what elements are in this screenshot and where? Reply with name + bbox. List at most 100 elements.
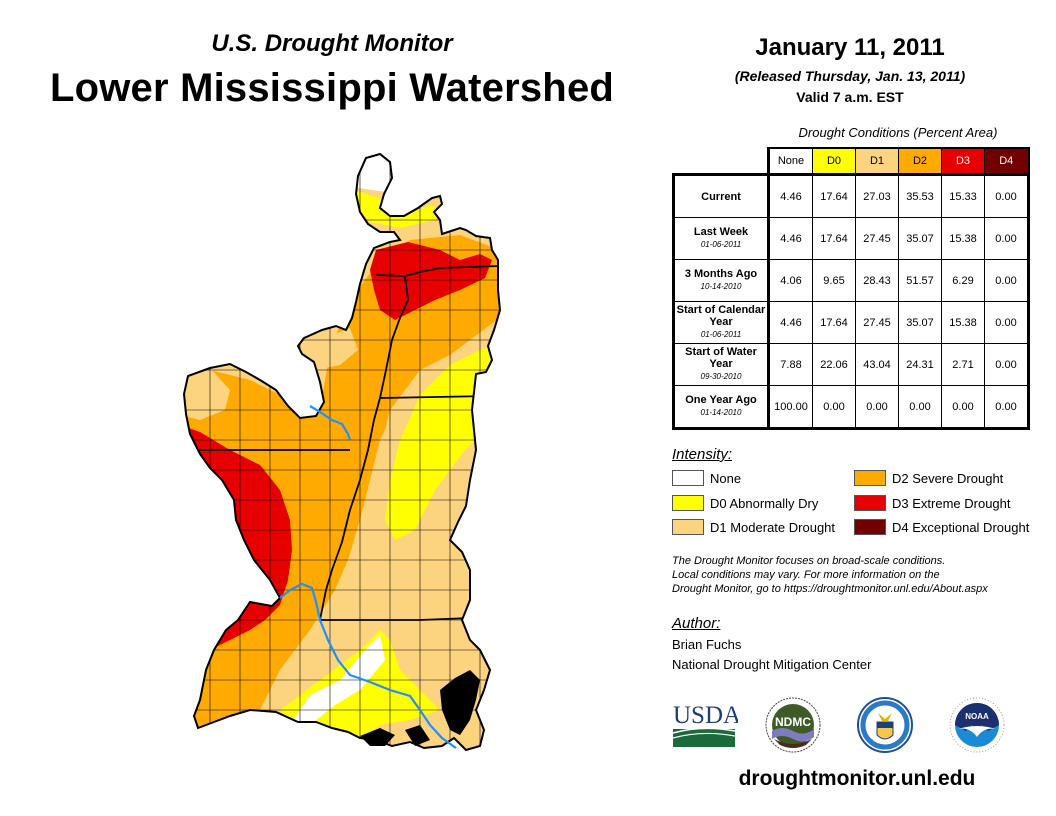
cell-none: 7.88 [768,343,813,386]
cell-d3: 15.33 [941,173,985,218]
cell-d4: 0.00 [984,301,1030,344]
legend-item-d1: D1 Moderate Drought [672,519,835,535]
col-header-none: None [768,147,813,175]
cell-d1: 0.00 [855,385,899,430]
author-heading: Author: [672,615,721,632]
row-label: Start of Water Year 09-30-2010 [672,343,770,386]
swatch-d3 [854,495,886,511]
legend-item-d4: D4 Exceptional Drought [854,519,1029,535]
rivers [279,405,457,749]
cell-d2: 24.31 [898,343,942,386]
commerce-seal-icon [857,697,913,753]
cell-d1: 28.43 [855,259,899,302]
arkansas-river [309,405,352,441]
note-line: Drought Monitor, go to https://droughtmo… [672,583,988,595]
region-d3-north [370,242,492,320]
cell-d2: 35.53 [898,173,942,218]
table-row: Start of Calendar Year 01-06-2011 4.46 17… [672,301,1030,344]
legend-label: D0 Abnormally Dry [710,495,819,511]
table-row: One Year Ago 01-14-2010 100.00 0.00 0.00 … [672,385,1030,430]
note-line: The Drought Monitor focuses on broad-sca… [672,555,946,567]
region-none-north [358,154,392,192]
valid-time: Valid 7 a.m. EST [796,89,904,105]
row-date: 01-06-2011 [700,240,742,249]
cell-d2: 0.00 [898,385,942,430]
legend-label: D4 Exceptional Drought [892,519,1030,535]
legend-item-d3: D3 Extreme Drought [854,495,1011,511]
noaa-logo-icon: NOAA [949,697,1005,753]
svg-text:NOAA: NOAA [965,712,989,721]
col-header-d1: D1 [855,147,899,175]
cell-d1: 27.03 [855,173,899,218]
col-header-d0: D0 [812,147,856,175]
cell-d3: 0.00 [941,385,985,430]
col-header-d3: D3 [941,147,985,175]
table-row: Last Week 01-06-2011 4.46 17.64 27.45 35.… [672,217,1030,260]
cell-d4: 0.00 [984,173,1030,218]
legend-label: None [710,470,742,486]
ndmc-logo-icon: NDMC [765,697,821,753]
swatch-none [672,470,704,486]
row-date: 01-14-2010 [700,408,742,417]
drought-map [183,153,501,751]
cell-d2: 51.57 [898,259,942,302]
row-date: 09-30-2010 [700,372,742,381]
cell-d3: 15.38 [941,301,985,344]
website-url[interactable]: droughtmonitor.unl.edu [738,767,976,790]
state-borders [184,265,500,621]
row-label: 3 Months Ago 10-14-2010 [672,259,770,302]
legend-item-d0: D0 Abnormally Dry [672,495,818,511]
swatch-d2 [854,470,886,486]
coastal-marsh [360,670,480,746]
cell-none: 4.46 [768,173,813,218]
region-none-south [290,635,385,725]
row-date: 01-06-2011 [700,330,742,339]
cell-d0: 17.64 [812,301,856,344]
region-d1-west [184,368,230,420]
table-row: Start of Water Year 09-30-2010 7.88 22.06… [672,343,1030,386]
legend-label: D3 Extreme Drought [892,495,1011,511]
row-label: Start of Calendar Year 01-06-2011 [672,301,770,344]
svg-text:NDMC: NDMC [775,715,811,729]
cell-d2: 35.07 [898,301,942,344]
swatch-d1 [672,519,704,535]
cell-d0: 0.00 [812,385,856,430]
note-line: Local conditions may vary. For more info… [672,569,940,581]
cell-d2: 35.07 [898,217,942,260]
legend-item-d2: D2 Severe Drought [854,470,1003,486]
cell-d0: 22.06 [812,343,856,386]
svg-text:USDA: USDA [673,702,738,729]
swatch-d0 [672,495,704,511]
row-label: Current [672,173,770,218]
release-date: (Released Thursday, Jan. 13, 2011) [734,68,966,84]
cell-d0: 17.64 [812,173,856,218]
table-corner [673,148,770,176]
cell-d0: 17.64 [812,217,856,260]
cell-d3: 6.29 [941,259,985,302]
map-date: January 11, 2011 [755,34,945,61]
cell-d1: 43.04 [855,343,899,386]
row-label: One Year Ago 01-14-2010 [672,385,770,430]
col-header-d4: D4 [984,147,1030,175]
table-row: 3 Months Ago 10-14-2010 4.06 9.65 28.43 5… [672,259,1030,302]
table-caption: Drought Conditions (Percent Area) [798,125,998,140]
cell-d4: 0.00 [984,343,1030,386]
cell-d4: 0.00 [984,217,1030,260]
legend-item-none: None [672,470,741,486]
cell-d3: 15.38 [941,217,985,260]
row-date: 10-14-2010 [700,282,742,291]
legend-label: D2 Severe Drought [892,470,1004,486]
disclaimer-note: The Drought Monitor focuses on broad-sca… [672,554,1042,596]
author-organization: National Drought Mitigation Center [672,657,872,672]
red-river [279,582,457,749]
cell-none: 100.00 [768,385,813,430]
legend-title: Intensity: [672,446,733,463]
cell-none: 4.06 [768,259,813,302]
cell-d0: 9.65 [812,259,856,302]
legend-label: D1 Moderate Drought [710,519,836,535]
swatch-d4 [854,519,886,535]
region-d1-northwest [300,328,358,370]
drought-conditions-table: None D0 D1 D2 D3 D4 Current 4.46 17.64 2… [672,147,1030,430]
map-title: Lower Mississippi Watershed [49,66,615,110]
usda-logo-icon: USDA [672,702,738,747]
